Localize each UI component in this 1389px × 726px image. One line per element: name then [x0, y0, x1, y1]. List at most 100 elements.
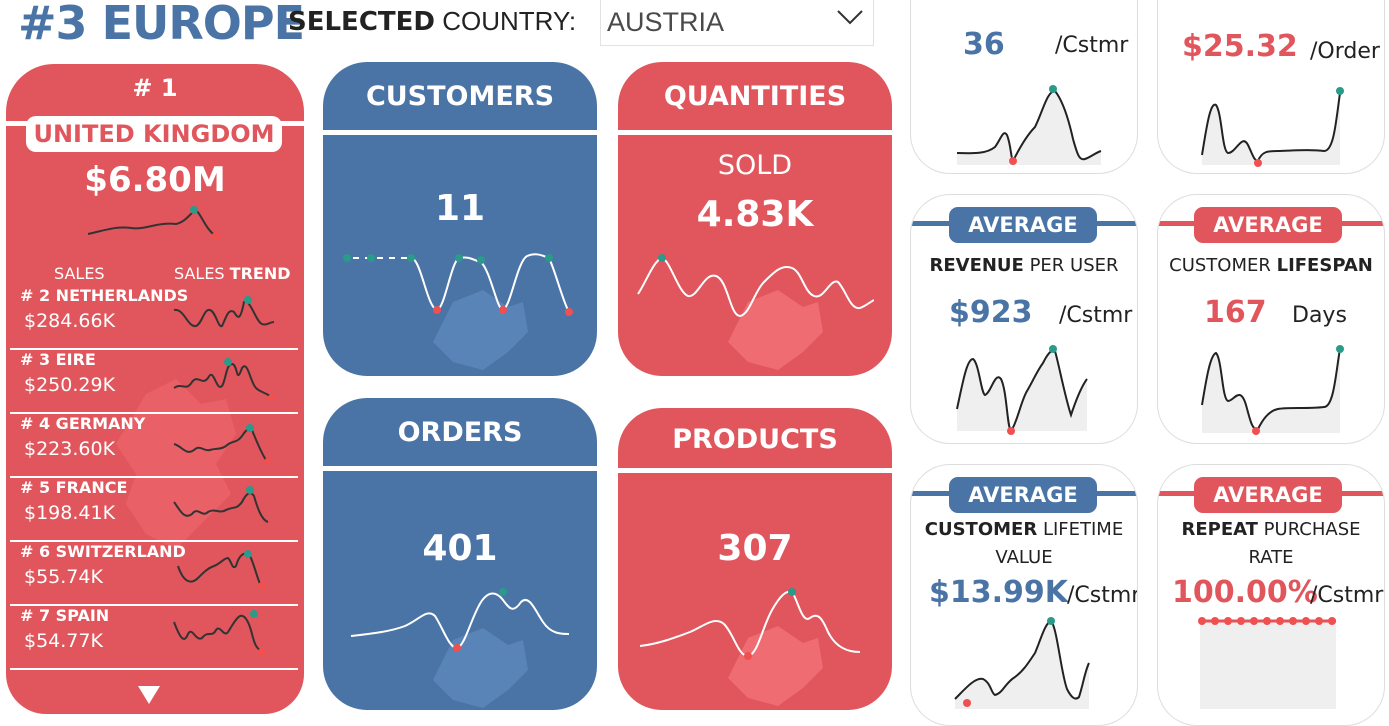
average-customer-lifespan-card: AVERAGE CUSTOMER LIFESPAN 167 Days [1157, 194, 1385, 444]
customers-card: CUSTOMERS 11 [323, 62, 597, 376]
metric-sparkline [954, 617, 1090, 709]
europe-map-icon [728, 290, 823, 370]
divider [10, 668, 298, 670]
average-card-top-right: $25.32 /Order [1157, 0, 1385, 174]
products-value: 307 [717, 528, 793, 569]
metric-value: $25.32 [1182, 29, 1298, 64]
row-sales-amount: $223.60K [24, 438, 116, 460]
list-item[interactable]: # 3 EIRE $250.29K [6, 350, 304, 414]
quantities-card: QUANTITIES SOLD 4.83K [618, 62, 892, 376]
customers-value: 11 [434, 188, 486, 229]
metric-unit: /Order [1310, 39, 1380, 64]
quantities-subtitle: SOLD [717, 150, 793, 181]
products-card: PRODUCTS 307 [618, 408, 892, 710]
selected-label-rest: COUNTRY: [434, 6, 577, 36]
metric-unit: /Cstmr [1067, 583, 1138, 608]
quantities-title: QUANTITIES [663, 81, 847, 112]
metric-label: CUSTOMER LIFETIME [924, 519, 1124, 540]
row-sparkline [173, 296, 275, 328]
products-sparkline [639, 588, 861, 660]
metric-value: 167 [1204, 295, 1267, 330]
divider [323, 466, 597, 471]
chevron-down-icon[interactable] [835, 5, 865, 29]
average-repeat-purchase-rate-card: AVERAGE REPEAT PURCHASE RATE 100.00% /Cs… [1157, 464, 1385, 726]
row-sales-amount: $284.66K [24, 310, 116, 332]
top-country-sales: $6.80M [84, 160, 226, 200]
country-dropdown-value: AUSTRIA [607, 7, 725, 37]
divider [10, 540, 298, 542]
metric-label: REPEAT PURCHASE [1181, 519, 1361, 540]
products-title: PRODUCTS [672, 424, 838, 455]
metric-unit: /Cstmr [1055, 33, 1129, 58]
list-item[interactable]: # 4 GERMANY $223.60K [6, 414, 304, 478]
country-dropdown[interactable]: AUSTRIA [600, 0, 874, 46]
metric-label-line2: RATE [1248, 547, 1294, 568]
top-rank-label: # 1 [132, 74, 178, 102]
divider [10, 604, 298, 606]
metric-unit: /Cstmr [1310, 583, 1384, 608]
metric-value: 100.00% [1172, 575, 1318, 610]
row-sparkline [177, 550, 266, 590]
divider [10, 348, 298, 350]
metric-value: 36 [963, 27, 1005, 62]
triangle-down-icon[interactable] [136, 684, 162, 706]
divider [10, 412, 298, 414]
row-country-name: # 6 SWITZERLAND [20, 542, 186, 561]
list-item[interactable]: # 5 FRANCE $198.41K [6, 478, 304, 542]
row-sparkline [173, 358, 276, 400]
metric-sparkline [956, 345, 1088, 435]
row-sales-amount: $54.77K [24, 630, 103, 652]
row-country-name: # 4 GERMANY [20, 414, 146, 433]
average-pill: AVERAGE [949, 477, 1097, 513]
top-country-sparkline [87, 206, 220, 240]
metric-unit: /Cstmr [1059, 303, 1133, 328]
customers-title: CUSTOMERS [365, 81, 555, 112]
quantities-sparkline [637, 254, 874, 318]
metric-value: $13.99K [929, 575, 1069, 610]
average-customer-lifetime-value-card: AVERAGE CUSTOMER LIFETIME VALUE $13.99K … [910, 464, 1138, 726]
orders-sparkline [350, 588, 570, 652]
row-sparkline [173, 486, 269, 523]
quantities-value: 4.83K [696, 194, 814, 235]
list-item[interactable]: # 2 NETHERLANDS $284.66K [6, 286, 304, 350]
country-ranking-card: # 1 UNITED KINGDOM $6.80M SALES SALES TR… [6, 64, 304, 714]
col-sales-label: SALES [54, 264, 105, 283]
average-revenue-per-user-card: AVERAGE REVENUE PER USER $923 /Cstmr [910, 194, 1138, 444]
average-pill: AVERAGE [1194, 477, 1342, 513]
row-sales-amount: $55.74K [24, 566, 103, 588]
divider [323, 130, 597, 135]
metric-unit: Days [1292, 303, 1347, 328]
metric-label-line2: VALUE [995, 547, 1053, 568]
average-pill: AVERAGE [949, 207, 1097, 243]
top-country-name: UNITED KINGDOM [26, 116, 282, 152]
europe-map-icon [116, 379, 236, 549]
orders-title: ORDERS [397, 417, 523, 448]
metric-value: $923 [949, 295, 1033, 330]
selected-country-label: SELECTED COUNTRY: [288, 6, 576, 37]
metric-sparkline [1201, 87, 1344, 167]
row-sales-amount: $198.41K [24, 502, 116, 524]
metric-sparkline [956, 85, 1102, 165]
divider [618, 468, 892, 473]
divider [618, 130, 892, 135]
row-country-name: # 5 FRANCE [20, 478, 128, 497]
metric-sparkline [1198, 617, 1336, 709]
average-card-top-left: 36 /Cstmr [910, 0, 1138, 174]
customers-sparkline [343, 253, 573, 316]
orders-card: ORDERS 401 [323, 398, 597, 710]
list-item[interactable]: # 6 SWITZERLAND $55.74K [6, 542, 304, 606]
row-sparkline [173, 424, 272, 464]
europe-map-icon [728, 626, 823, 706]
row-country-name: # 2 NETHERLANDS [20, 286, 189, 305]
orders-value: 401 [422, 528, 498, 569]
row-country-name: # 7 SPAIN [20, 606, 110, 625]
divider [10, 476, 298, 478]
metric-label: REVENUE PER USER [929, 255, 1119, 276]
page-title: #3 EUROPE [18, 0, 305, 50]
col-trend-label: SALES TREND [174, 264, 291, 283]
list-item[interactable]: # 7 SPAIN $54.77K [6, 606, 304, 670]
metric-sparkline [1201, 345, 1344, 435]
metric-label: CUSTOMER LIFESPAN [1169, 255, 1373, 276]
average-pill: AVERAGE [1194, 207, 1342, 243]
row-sparkline [173, 610, 266, 656]
